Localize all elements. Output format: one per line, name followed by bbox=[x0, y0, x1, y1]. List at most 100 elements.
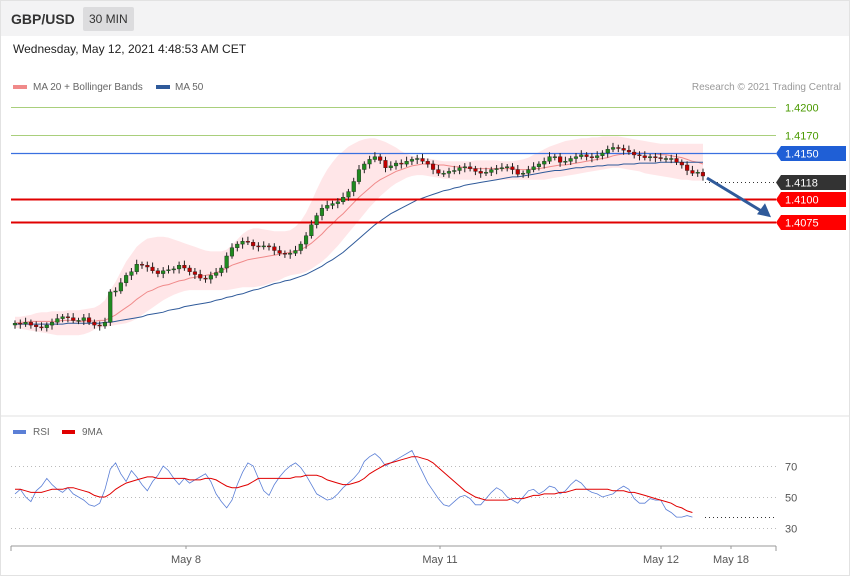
candle-body bbox=[568, 158, 573, 162]
candle bbox=[510, 163, 515, 175]
candle-body bbox=[28, 322, 33, 326]
timeframe-button[interactable]: 30 MIN bbox=[83, 7, 134, 31]
candle-body bbox=[573, 156, 578, 159]
rsi-axis-label-50: 50 bbox=[785, 493, 797, 505]
candle-body bbox=[65, 316, 70, 318]
candle bbox=[293, 245, 298, 256]
candle bbox=[309, 220, 314, 239]
candle bbox=[229, 243, 235, 259]
candle bbox=[531, 162, 536, 173]
candle-body bbox=[102, 322, 107, 327]
candle bbox=[351, 177, 356, 197]
candle-body bbox=[468, 166, 473, 169]
projection-layer bbox=[706, 176, 771, 218]
candle bbox=[245, 236, 250, 245]
candle bbox=[547, 152, 552, 164]
candle bbox=[76, 317, 81, 325]
candle bbox=[86, 313, 92, 325]
candle-body bbox=[399, 162, 404, 165]
candle bbox=[568, 155, 573, 165]
candle-body bbox=[441, 172, 446, 175]
candle-body bbox=[690, 170, 695, 174]
candle-body bbox=[700, 172, 705, 177]
candle-body bbox=[484, 172, 489, 174]
candle-body bbox=[288, 253, 293, 255]
candle-body bbox=[674, 158, 679, 163]
candle-body bbox=[552, 156, 557, 158]
candle bbox=[298, 241, 303, 255]
candle-body bbox=[81, 317, 86, 321]
level-label-1.4170: 1.4170 bbox=[785, 131, 819, 143]
candle-body bbox=[240, 241, 245, 245]
candle-body bbox=[589, 156, 594, 158]
level-label-1.4118: 1.4118 bbox=[785, 178, 818, 190]
candle-body bbox=[341, 196, 346, 202]
candle-body bbox=[431, 163, 436, 170]
candle bbox=[605, 145, 610, 158]
candle-body bbox=[383, 160, 388, 168]
level-label-1.4200: 1.4200 bbox=[785, 103, 819, 115]
candle-body bbox=[224, 255, 229, 269]
candle bbox=[256, 242, 261, 252]
candle bbox=[552, 153, 557, 161]
candle-body bbox=[50, 322, 55, 326]
candle bbox=[367, 155, 372, 169]
candle bbox=[18, 319, 23, 329]
candle-body bbox=[351, 181, 356, 192]
price-level-layer: 1.4200 1.4170 1.4150 1.4118 1.4100 1.4075 bbox=[11, 103, 846, 230]
candle-body bbox=[187, 267, 192, 272]
candle-body bbox=[235, 243, 240, 249]
rsi-panel: 70 50 30 bbox=[11, 449, 797, 536]
candle bbox=[219, 265, 224, 277]
candle bbox=[44, 322, 49, 332]
candle-body bbox=[494, 168, 499, 170]
candle-body bbox=[150, 266, 155, 272]
candle bbox=[319, 204, 325, 221]
candle bbox=[362, 161, 367, 174]
candle bbox=[214, 268, 219, 279]
candle bbox=[452, 165, 457, 175]
candle-body bbox=[404, 161, 409, 165]
candle-body bbox=[314, 215, 319, 226]
candle-body bbox=[489, 169, 494, 173]
candle bbox=[457, 165, 462, 175]
candle-body bbox=[39, 326, 44, 329]
candle-body bbox=[611, 147, 616, 150]
candle bbox=[621, 144, 626, 155]
candle bbox=[679, 159, 684, 169]
candle-body bbox=[521, 172, 526, 175]
candle bbox=[494, 165, 499, 175]
candle-body bbox=[653, 156, 658, 158]
candle-body bbox=[584, 154, 589, 157]
candle-body bbox=[192, 271, 198, 275]
bollinger-band-area bbox=[15, 136, 703, 336]
candle bbox=[642, 151, 647, 161]
candle bbox=[626, 145, 631, 155]
candle bbox=[71, 313, 76, 324]
candle-body bbox=[346, 191, 351, 198]
candle-body bbox=[155, 270, 160, 274]
candle-body bbox=[505, 166, 510, 169]
ma50-legend-label: MA 50 bbox=[175, 82, 204, 93]
candle bbox=[346, 188, 351, 201]
ma9-legend-label: 9MA bbox=[82, 427, 103, 438]
candle bbox=[23, 317, 28, 327]
candle-body bbox=[616, 147, 621, 149]
candle bbox=[658, 153, 663, 162]
candle-body bbox=[409, 159, 415, 162]
candle-body bbox=[356, 169, 362, 182]
candle-body bbox=[478, 171, 483, 174]
candle-body bbox=[76, 320, 81, 322]
candle bbox=[584, 152, 589, 161]
candle bbox=[611, 142, 616, 153]
candle bbox=[632, 149, 637, 159]
header-bar bbox=[1, 1, 849, 36]
candle bbox=[97, 321, 102, 331]
candle bbox=[637, 151, 642, 161]
candle bbox=[161, 267, 166, 279]
chart-datetime: Wednesday, May 12, 2021 4:48:53 AM CET bbox=[13, 42, 247, 56]
candle-body bbox=[648, 156, 653, 158]
candle-body bbox=[605, 149, 610, 154]
candle bbox=[277, 245, 282, 256]
candle bbox=[55, 314, 60, 325]
